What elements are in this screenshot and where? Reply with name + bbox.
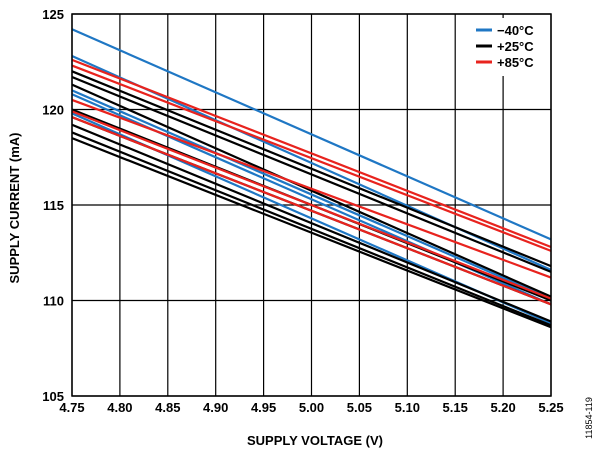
series-line [71, 123, 552, 323]
series-line [71, 28, 552, 241]
x-tick-labels: 4.75 4.80 4.85 4.90 4.95 5.00 5.05 5.10 5.15 5.20… [59, 400, 563, 415]
series-line [71, 137, 552, 329]
x-tick-label: 4.95 [251, 400, 276, 415]
legend-label: −40°C [497, 23, 534, 38]
legend: −40°C+25°C+85°C [470, 18, 548, 76]
series-line [71, 64, 552, 252]
x-tick-label: 5.25 [538, 400, 563, 415]
y-tick-label: 115 [43, 198, 64, 213]
y-tick-label: 125 [42, 7, 64, 22]
series-line [71, 58, 552, 249]
y-tick-label: 120 [42, 103, 64, 118]
series-lines [71, 28, 552, 329]
x-tick-label: 4.75 [59, 400, 84, 415]
x-tick-label: 5.10 [395, 400, 420, 415]
y-tick-label: 105 [42, 389, 64, 404]
x-axis-title: SUPPLY VOLTAGE (V) [247, 433, 383, 448]
x-tick-label: 5.00 [299, 400, 324, 415]
series-line [71, 131, 552, 327]
series-line [71, 98, 552, 279]
series-line [71, 70, 552, 268]
x-tick-label: 4.90 [203, 400, 228, 415]
legend-label: +25°C [497, 39, 534, 54]
y-tick-labels: 105 110 115 120 125 [42, 7, 64, 404]
plot-frame [71, 13, 552, 397]
x-tick-label: 5.20 [490, 400, 515, 415]
x-tick-label: 4.85 [155, 400, 180, 415]
x-tick-label: 5.05 [347, 400, 372, 415]
legend-label: +85°C [497, 55, 534, 70]
y-tick-label: 110 [43, 294, 64, 309]
x-tick-label: 5.15 [443, 400, 468, 415]
series-line [71, 89, 552, 300]
series-group [71, 58, 552, 306]
y-axis-title: SUPPLY CURRENT (mA) [7, 133, 22, 284]
figure-id: 11854-119 [584, 397, 594, 439]
x-tick-label: 4.80 [107, 400, 132, 415]
series-line [71, 76, 552, 273]
series-line [71, 116, 552, 306]
series-line [71, 110, 552, 300]
series-line [71, 83, 552, 298]
